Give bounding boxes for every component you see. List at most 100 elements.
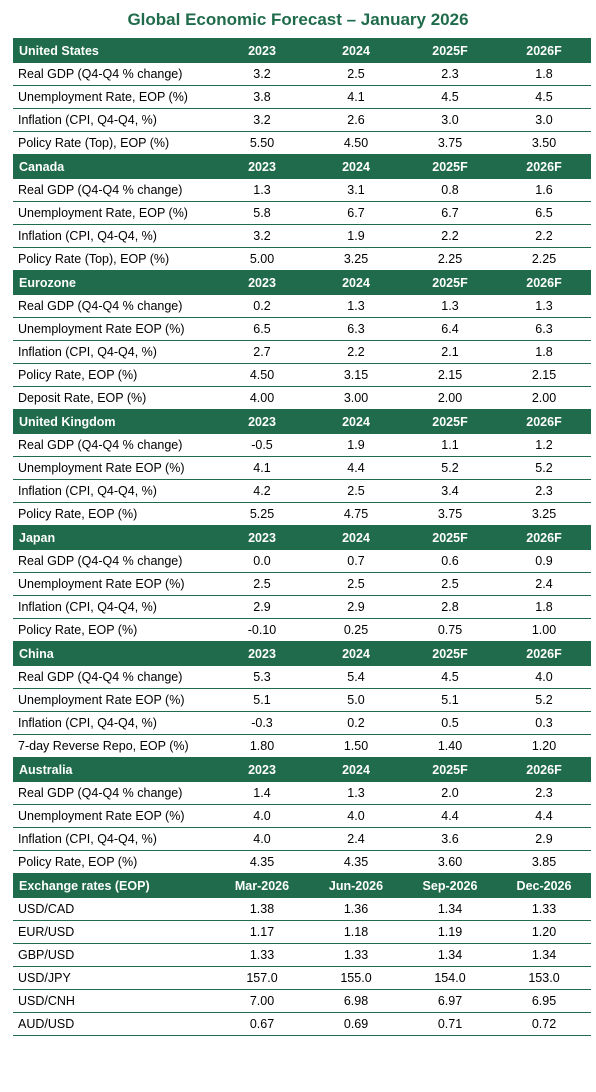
table-row: Inflation (CPI, Q4-Q4, %) 4.2 2.5 3.4 2.3 xyxy=(13,479,591,503)
table-row: Policy Rate (Top), EOP (%) 5.50 4.50 3.75 3.… xyxy=(13,131,591,155)
section-name: United Kingdom xyxy=(13,409,215,434)
cell-value: 4.0 xyxy=(497,665,591,689)
cell-value: 2.0 xyxy=(403,781,497,805)
table-row: Policy Rate, EOP (%) 4.35 4.35 3.60 3.85 xyxy=(13,850,591,874)
cell-value: 4.5 xyxy=(403,665,497,689)
cell-value: 4.0 xyxy=(215,804,309,828)
table-row: USD/JPY 157.0 155.0 154.0 153.0 xyxy=(13,966,591,990)
cell-value: 4.4 xyxy=(309,456,403,480)
cell-value: 5.2 xyxy=(497,456,591,480)
row-label: EUR/USD xyxy=(13,920,215,944)
cell-value: 2.15 xyxy=(403,363,497,387)
cell-value: 1.8 xyxy=(497,595,591,619)
row-label: Policy Rate (Top), EOP (%) xyxy=(13,247,215,271)
cell-value: 0.25 xyxy=(309,618,403,642)
forecast-table-body: United States 2023 2024 2025F 2026F Real GDP … xyxy=(13,38,591,1036)
column-header: 2026F xyxy=(497,641,591,666)
cell-value: 3.0 xyxy=(403,108,497,132)
cell-value: 1.6 xyxy=(497,178,591,202)
column-header: 2024 xyxy=(309,525,403,550)
row-label: Real GDP (Q4-Q4 % change) xyxy=(13,294,215,318)
section-header-exchange-rates-eop: Exchange rates (EOP) Mar-2026 Jun-2026 Sep-… xyxy=(13,873,591,898)
cell-value: 1.1 xyxy=(403,433,497,457)
column-header: Sep-2026 xyxy=(403,873,497,898)
cell-value: 1.3 xyxy=(309,294,403,318)
column-header: 2023 xyxy=(215,757,309,782)
section-header-eurozone: Eurozone 2023 2024 2025F 2026F xyxy=(13,270,591,295)
column-header: 2025F xyxy=(403,641,497,666)
cell-value: 5.1 xyxy=(215,688,309,712)
cell-value: 2.6 xyxy=(309,108,403,132)
column-header: 2024 xyxy=(309,757,403,782)
cell-value: 5.4 xyxy=(309,665,403,689)
cell-value: 1.34 xyxy=(403,943,497,967)
cell-value: 0.8 xyxy=(403,178,497,202)
cell-value: 1.33 xyxy=(309,943,403,967)
forecast-table: United States 2023 2024 2025F 2026F Real GDP … xyxy=(13,38,591,1036)
cell-value: 3.2 xyxy=(215,62,309,86)
cell-value: 1.3 xyxy=(215,178,309,202)
column-header: 2025F xyxy=(403,757,497,782)
cell-value: 2.15 xyxy=(497,363,591,387)
column-header: 2026F xyxy=(497,154,591,179)
cell-value: 6.7 xyxy=(403,201,497,225)
cell-value: 6.98 xyxy=(309,989,403,1013)
section-header-united-kingdom: United Kingdom 2023 2024 2025F 2026F xyxy=(13,409,591,434)
row-label: Policy Rate, EOP (%) xyxy=(13,363,215,387)
row-label: 7-day Reverse Repo, EOP (%) xyxy=(13,734,215,758)
table-row: AUD/USD 0.67 0.69 0.71 0.72 xyxy=(13,1012,591,1036)
row-label: Unemployment Rate EOP (%) xyxy=(13,456,215,480)
cell-value: 4.35 xyxy=(309,850,403,874)
column-header: 2023 xyxy=(215,641,309,666)
cell-value: 4.5 xyxy=(403,85,497,109)
cell-value: 5.1 xyxy=(403,688,497,712)
column-header: 2026F xyxy=(497,270,591,295)
cell-value: -0.10 xyxy=(215,618,309,642)
cell-value: 3.85 xyxy=(497,850,591,874)
section-name: Eurozone xyxy=(13,270,215,295)
cell-value: 2.3 xyxy=(497,781,591,805)
cell-value: 4.0 xyxy=(309,804,403,828)
cell-value: 1.40 xyxy=(403,734,497,758)
page-title: Global Economic Forecast – January 2026 xyxy=(127,10,469,29)
row-label: USD/CNH xyxy=(13,989,215,1013)
cell-value: 6.4 xyxy=(403,317,497,341)
row-label: USD/JPY xyxy=(13,966,215,990)
table-row: EUR/USD 1.17 1.18 1.19 1.20 xyxy=(13,920,591,944)
cell-value: 4.0 xyxy=(215,827,309,851)
cell-value: 1.50 xyxy=(309,734,403,758)
cell-value: 6.95 xyxy=(497,989,591,1013)
table-row: Real GDP (Q4-Q4 % change) 1.4 1.3 2.0 2.3 xyxy=(13,781,591,805)
cell-value: 0.75 xyxy=(403,618,497,642)
cell-value: 0.6 xyxy=(403,549,497,573)
cell-value: 4.4 xyxy=(403,804,497,828)
table-row: Unemployment Rate, EOP (%) 5.8 6.7 6.7 6.5 xyxy=(13,201,591,225)
cell-value: 3.00 xyxy=(309,386,403,410)
cell-value: 2.9 xyxy=(309,595,403,619)
cell-value: 4.1 xyxy=(215,456,309,480)
cell-value: 1.33 xyxy=(215,943,309,967)
cell-value: 5.3 xyxy=(215,665,309,689)
cell-value: 3.1 xyxy=(309,178,403,202)
cell-value: 4.2 xyxy=(215,479,309,503)
column-header: 2023 xyxy=(215,270,309,295)
table-row: Unemployment Rate EOP (%) 6.5 6.3 6.4 6.3 xyxy=(13,317,591,341)
cell-value: 2.1 xyxy=(403,340,497,364)
cell-value: 0.2 xyxy=(215,294,309,318)
cell-value: 1.20 xyxy=(497,920,591,944)
column-header: 2024 xyxy=(309,409,403,434)
cell-value: 1.3 xyxy=(403,294,497,318)
row-label: Unemployment Rate EOP (%) xyxy=(13,317,215,341)
cell-value: 1.34 xyxy=(497,943,591,967)
table-row: GBP/USD 1.33 1.33 1.34 1.34 xyxy=(13,943,591,967)
row-label: Deposit Rate, EOP (%) xyxy=(13,386,215,410)
row-label: Policy Rate, EOP (%) xyxy=(13,850,215,874)
table-row: Policy Rate, EOP (%) 5.25 4.75 3.75 3.25 xyxy=(13,502,591,526)
cell-value: 2.5 xyxy=(309,572,403,596)
cell-value: 3.25 xyxy=(497,502,591,526)
cell-value: 3.75 xyxy=(403,131,497,155)
cell-value: 6.97 xyxy=(403,989,497,1013)
table-row: Real GDP (Q4-Q4 % change) 5.3 5.4 4.5 4.0 xyxy=(13,665,591,689)
cell-value: 155.0 xyxy=(309,966,403,990)
cell-value: 0.3 xyxy=(497,711,591,735)
